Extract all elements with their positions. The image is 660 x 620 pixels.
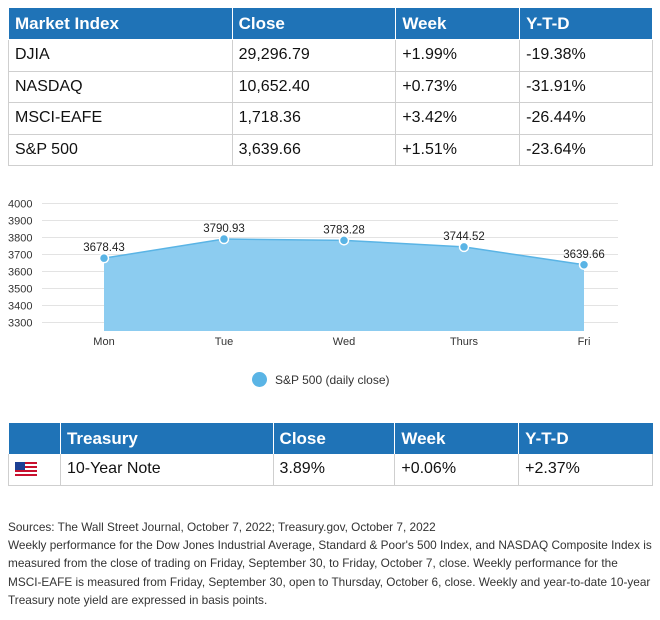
table-row: S&P 500 3,639.66 +1.51% -23.64% <box>8 133 653 166</box>
index-name: S&P 500 <box>8 133 233 166</box>
index-ytd: -31.91% <box>519 70 653 103</box>
y-tick-label: 3500 <box>8 284 32 296</box>
chart-markers <box>98 233 590 271</box>
sources-note: Sources: The Wall Street Journal, Octobe… <box>8 520 436 534</box>
index-week: +0.73% <box>395 70 521 103</box>
treasury-close: 3.89% <box>272 454 395 486</box>
series-area-fill <box>104 239 584 331</box>
index-close: 3,639.66 <box>231 133 397 166</box>
data-point <box>578 259 590 271</box>
y-tick-label: 3700 <box>8 250 32 262</box>
index-close: 10,652.40 <box>231 70 397 103</box>
x-axis-ticks: Mon Tue Wed Thurs Fri <box>93 336 590 348</box>
treasury-header-blank <box>8 423 61 454</box>
index-ytd: -23.64% <box>519 133 653 166</box>
index-ytd: -26.44% <box>519 102 653 135</box>
index-close: 29,296.79 <box>231 39 397 72</box>
y-tick-label: 3300 <box>8 318 32 330</box>
table-row: MSCI-EAFE 1,718.36 +3.42% -26.44% <box>8 102 653 135</box>
data-label: 3744.52 <box>443 231 485 243</box>
x-tick-label: Fri <box>578 336 591 348</box>
market-header-index: Market Index <box>8 7 233 40</box>
treasury-table: Treasury Close Week Y-T-D 10-Year Note 3… <box>8 423 653 486</box>
treasury-header-ytd: Y-T-D <box>518 423 653 454</box>
data-point <box>338 235 350 246</box>
y-axis-ticks: 3300 3400 3500 3600 3700 3800 3900 4000 <box>8 199 32 330</box>
market-header-ytd: Y-T-D <box>519 7 653 40</box>
methodology-note: Weekly performance for the Dow Jones Ind… <box>8 538 652 607</box>
index-name: DJIA <box>8 39 233 72</box>
index-close: 1,718.36 <box>231 102 397 135</box>
x-tick-label: Wed <box>333 336 355 348</box>
index-name: MSCI-EAFE <box>8 102 233 135</box>
market-index-table: Market Index Close Week Y-T-D DJIA 29,29… <box>8 7 653 166</box>
treasury-header-name: Treasury <box>59 423 274 454</box>
data-label: 3639.66 <box>563 249 605 261</box>
index-ytd: -19.38% <box>519 39 653 72</box>
y-tick-label: 3600 <box>8 267 32 279</box>
legend-marker-icon <box>252 372 267 387</box>
treasury-name: 10-Year Note <box>59 454 274 486</box>
market-header-close: Close <box>231 7 397 40</box>
treasury-week: +0.06% <box>394 454 519 486</box>
y-tick-label: 4000 <box>8 199 32 211</box>
y-tick-label: 3900 <box>8 216 32 228</box>
treasury-header-row: Treasury Close Week Y-T-D <box>8 423 653 454</box>
y-tick-label: 3800 <box>8 233 32 245</box>
index-name: NASDAQ <box>8 70 233 103</box>
data-point <box>98 252 110 264</box>
chart-data-labels: 3678.43 3790.93 3783.28 3744.52 3639.66 <box>83 223 605 261</box>
index-week: +3.42% <box>395 102 521 135</box>
legend-label: S&P 500 (daily close) <box>275 372 390 387</box>
data-point <box>458 241 470 253</box>
data-label: 3678.43 <box>83 242 125 254</box>
treasury-ytd: +2.37% <box>518 454 653 486</box>
x-tick-label: Thurs <box>450 336 479 348</box>
index-week: +1.51% <box>395 133 521 166</box>
sp500-area-chart: 3300 3400 3500 3600 3700 3800 3900 4000 3678.43… <box>8 199 618 348</box>
flag-cell <box>8 454 61 486</box>
footnotes: Sources: The Wall Street Journal, Octobe… <box>8 518 654 609</box>
market-header-week: Week <box>395 7 521 40</box>
data-label: 3790.93 <box>203 223 245 235</box>
chart-legend: S&P 500 (daily close) <box>252 372 390 387</box>
table-row: NASDAQ 10,652.40 +0.73% -31.91% <box>8 70 653 103</box>
x-tick-label: Tue <box>215 336 234 348</box>
index-week: +1.99% <box>395 39 521 72</box>
table-row: 10-Year Note 3.89% +0.06% +2.37% <box>8 454 653 486</box>
chart-series-area <box>103 238 585 331</box>
treasury-header-close: Close <box>272 423 395 454</box>
y-tick-label: 3400 <box>8 301 32 313</box>
market-table-header-row: Market Index Close Week Y-T-D <box>8 7 653 40</box>
data-point <box>218 233 230 245</box>
data-label: 3783.28 <box>323 224 365 236</box>
treasury-header-week: Week <box>394 423 519 454</box>
x-tick-label: Mon <box>93 336 114 348</box>
us-flag-icon <box>15 462 37 477</box>
table-row: DJIA 29,296.79 +1.99% -19.38% <box>8 39 653 72</box>
